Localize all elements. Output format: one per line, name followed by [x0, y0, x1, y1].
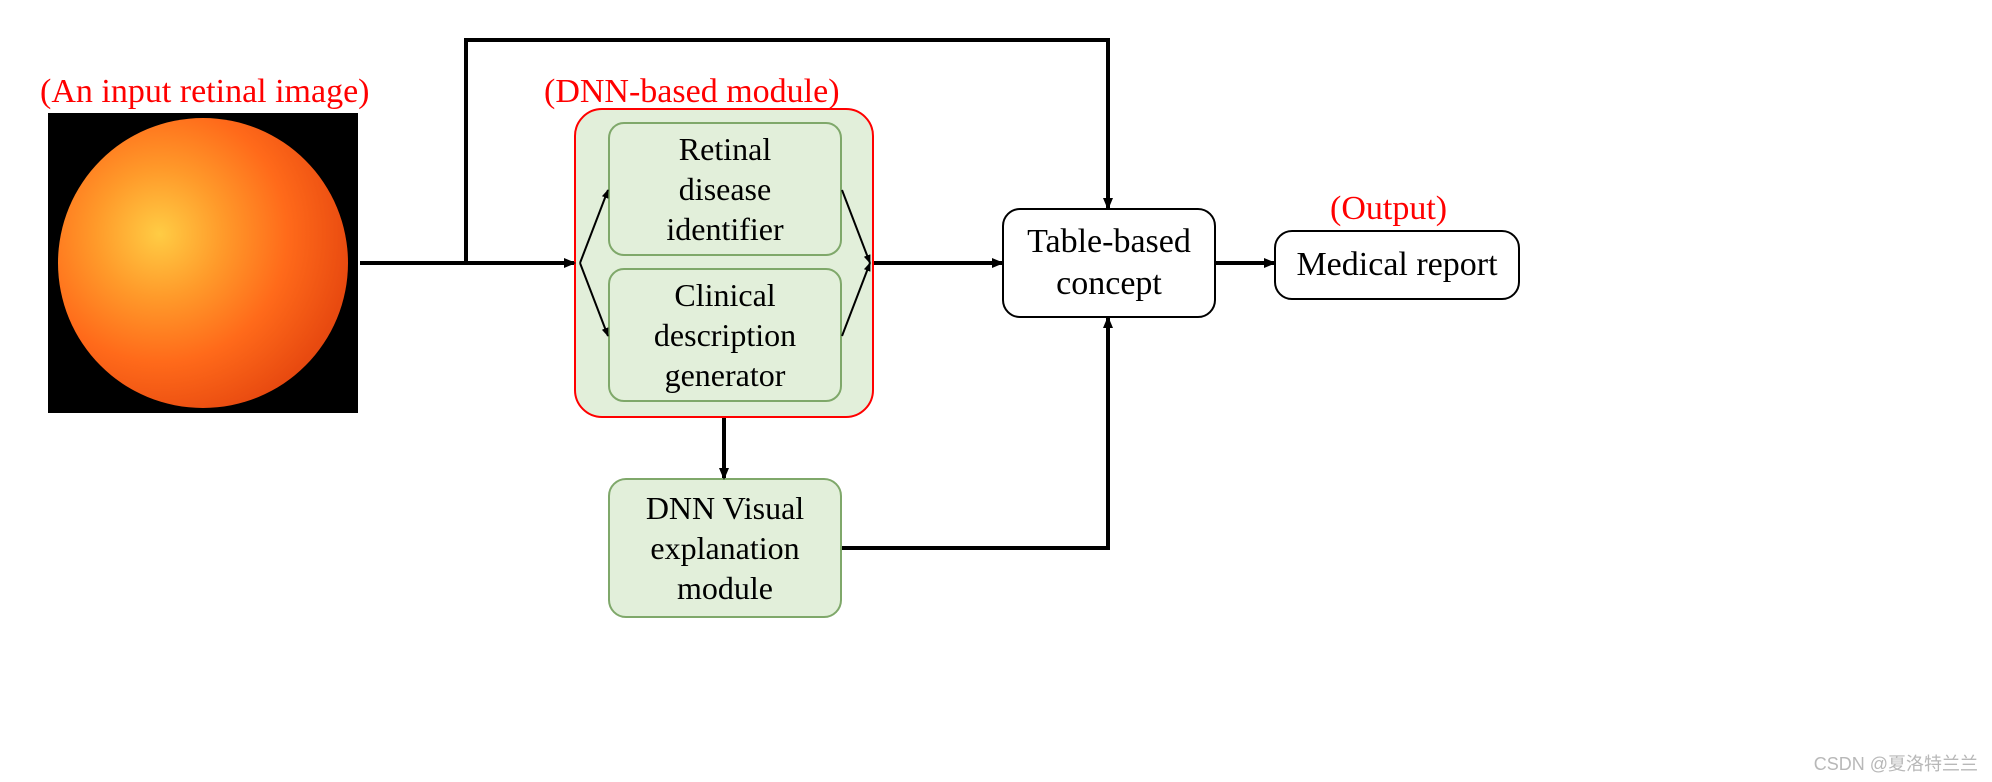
arrow-visual-to-table — [842, 318, 1108, 548]
node-text: identifier — [666, 209, 783, 249]
watermark: CSDN @夏洛特兰兰 — [1814, 750, 1978, 776]
node-text: Table-based — [1027, 221, 1191, 264]
node-dnn-visual-explanation: DNN Visual explanation module — [608, 478, 842, 618]
retinal-image — [48, 113, 358, 413]
node-text: description — [654, 315, 796, 355]
node-text: DNN Visual — [646, 488, 804, 528]
node-table-based-concept: Table-based concept — [1002, 208, 1216, 318]
label-input: (An input retinal image) — [40, 73, 370, 111]
node-clinical-description-generator: Clinical description generator — [608, 268, 842, 402]
node-text: Retinal — [679, 129, 771, 169]
node-text: Clinical — [674, 275, 775, 315]
label-output: (Output) — [1330, 190, 1447, 228]
node-text: generator — [665, 355, 786, 395]
node-text: explanation — [650, 528, 799, 568]
node-retinal-disease-identifier: Retinal disease identifier — [608, 122, 842, 256]
node-text: module — [677, 568, 773, 608]
node-medical-report: Medical report — [1274, 230, 1520, 300]
retinal-image-circle — [58, 118, 348, 408]
node-text: Medical report — [1296, 244, 1497, 287]
node-text: concept — [1056, 263, 1162, 306]
label-dnn-module: (DNN-based module) — [544, 73, 840, 111]
node-text: disease — [679, 169, 771, 209]
